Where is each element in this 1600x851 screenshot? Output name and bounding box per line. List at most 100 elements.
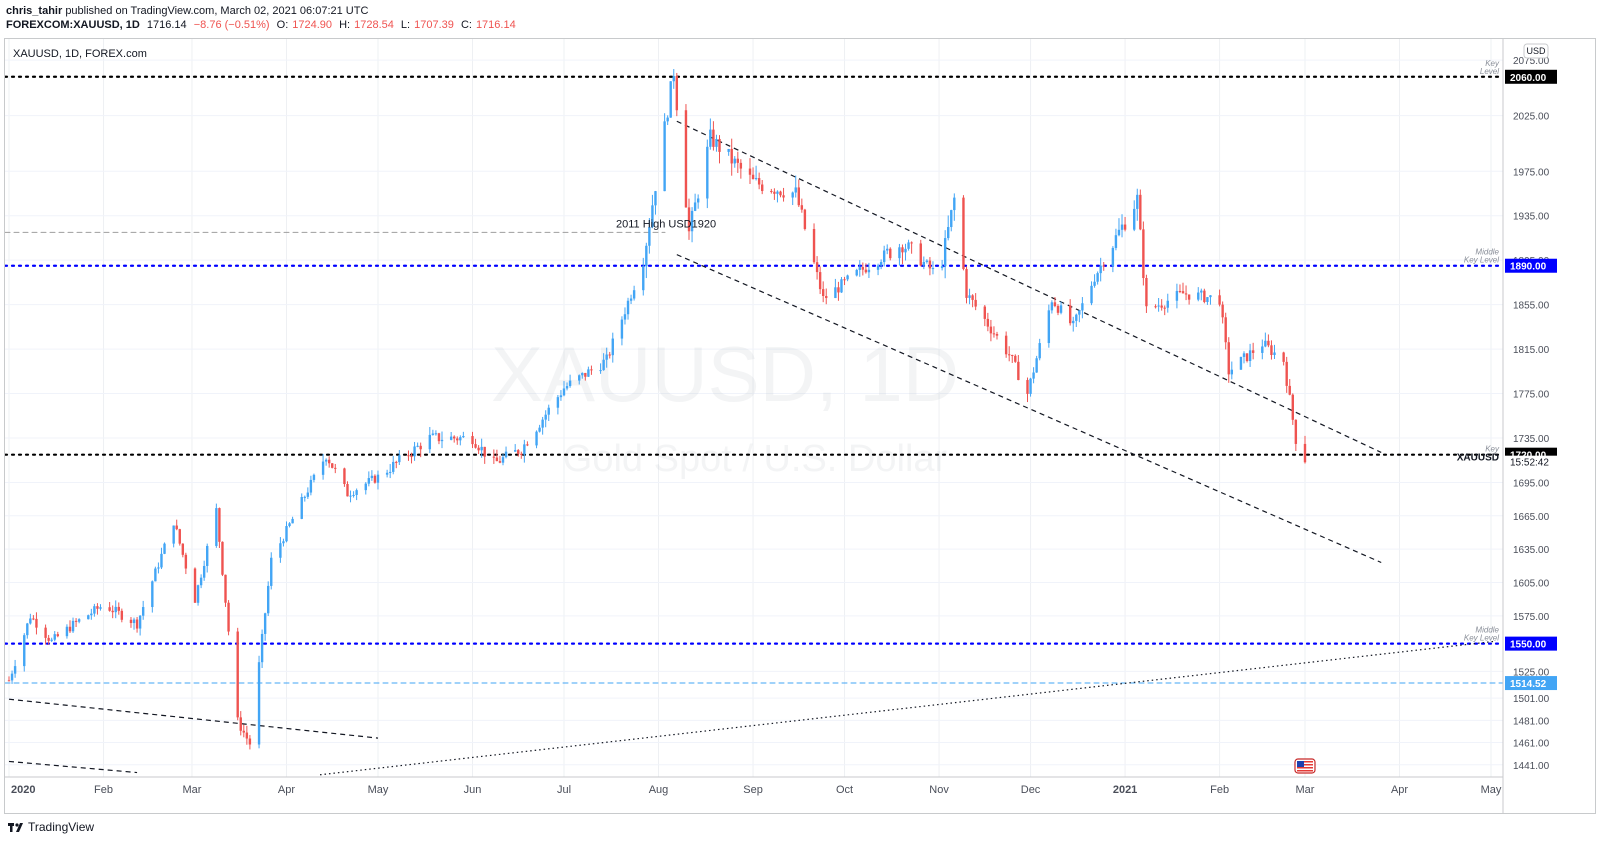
author-name[interactable]: chris_tahir (6, 5, 63, 17)
candle-body (672, 76, 675, 82)
chart-frame[interactable]: XAUUSD, 1D Gold Spot / U.S. Dollar Key Le… (4, 38, 1596, 814)
candle (626, 297, 630, 320)
candle-body (419, 445, 422, 450)
candle-body (279, 543, 282, 558)
candle (1245, 353, 1249, 363)
candle-body (602, 359, 605, 371)
price-tick-label: 1525.00 (1513, 667, 1550, 678)
level-note: Middle (1475, 248, 1499, 257)
candle (727, 148, 730, 156)
candle (1264, 332, 1267, 348)
candle-body (1032, 372, 1035, 379)
candle-body (642, 266, 645, 291)
candle (834, 278, 837, 299)
candle-body (898, 247, 901, 259)
candle-body (629, 298, 633, 301)
candle-body (1072, 320, 1075, 324)
candle (898, 243, 901, 266)
candle-body (1242, 353, 1246, 357)
candle-body (526, 444, 529, 446)
price-chart[interactable]: XAUUSD, 1D Gold Spot / U.S. Dollar KeyLe… (5, 39, 1595, 813)
candle-body (1239, 356, 1243, 370)
candle-body (626, 300, 630, 315)
candle-body (675, 76, 679, 111)
candle-body (858, 267, 861, 270)
candle (1282, 351, 1285, 366)
candle-body (693, 202, 697, 211)
candle (1145, 274, 1148, 313)
currency-badge[interactable]: USD (1523, 43, 1549, 59)
candle (986, 312, 990, 332)
time-tick-label: Jun (464, 784, 482, 796)
price-axis[interactable]: 2075.002025.001975.001935.001895.001855.… (1457, 39, 1557, 813)
candle-body (245, 732, 249, 739)
flag-stripe (1296, 761, 1313, 763)
candle (35, 612, 38, 635)
candle-body (568, 380, 572, 387)
currency-badge-box[interactable] (1523, 43, 1549, 59)
candle (587, 366, 590, 377)
watermark-symbol: XAUUSD, 1D (491, 330, 959, 418)
candle (71, 617, 75, 633)
candle-body (846, 275, 849, 280)
candle (818, 266, 822, 295)
candle-body (754, 178, 758, 180)
candle (867, 262, 871, 278)
candle (160, 547, 163, 570)
candle-body (172, 525, 175, 544)
candle-body (1160, 305, 1163, 308)
candle (1181, 282, 1185, 294)
candle (321, 453, 325, 480)
candle (1029, 377, 1032, 397)
candle (776, 190, 779, 203)
candle-body (449, 436, 453, 440)
candle-body (1078, 310, 1081, 315)
candle-body (1007, 354, 1011, 356)
candle-body (114, 606, 117, 613)
price-label-bg (1505, 676, 1557, 691)
candle (1230, 361, 1234, 380)
candle-body (825, 295, 828, 299)
candle-body (910, 242, 913, 244)
us-flag-icon[interactable] (1294, 758, 1316, 774)
candle-body (218, 508, 221, 542)
candle-body (751, 174, 755, 180)
candle (602, 353, 605, 371)
candle (562, 381, 566, 397)
candle-body (215, 508, 218, 546)
candle (440, 431, 444, 449)
candle (44, 624, 47, 645)
candle (730, 138, 733, 176)
candle-body (111, 610, 114, 613)
trend-line (8, 698, 379, 739)
candle-body (718, 138, 721, 152)
candle-body (1035, 358, 1038, 373)
candle-body (26, 623, 29, 636)
candle (940, 259, 944, 271)
candle-body (1270, 345, 1273, 355)
candle-body (370, 475, 374, 479)
candle (1239, 356, 1243, 370)
candle (117, 602, 120, 615)
candle (760, 180, 764, 195)
time-axis[interactable]: 2020 Feb Mar Apr May Jun Jul Aug Sep Oct Nov Dec 202… (5, 776, 1503, 796)
candle (1291, 393, 1294, 425)
candle-body (748, 168, 752, 175)
candle-body (129, 619, 133, 624)
candle (1206, 297, 1209, 305)
candle (517, 449, 520, 457)
candle-body (53, 634, 56, 640)
candle (779, 190, 782, 198)
time-tick-label: Dec (1021, 784, 1041, 796)
candle-body (992, 333, 996, 335)
footer-brand[interactable]: TradingView (28, 820, 95, 834)
candle-body (1059, 305, 1063, 313)
candle (782, 187, 785, 202)
candle (773, 188, 776, 200)
candle-body (471, 436, 474, 445)
candle (523, 439, 526, 463)
candle (504, 446, 508, 459)
candle (757, 172, 761, 190)
candle (983, 304, 987, 327)
candle (953, 193, 956, 221)
